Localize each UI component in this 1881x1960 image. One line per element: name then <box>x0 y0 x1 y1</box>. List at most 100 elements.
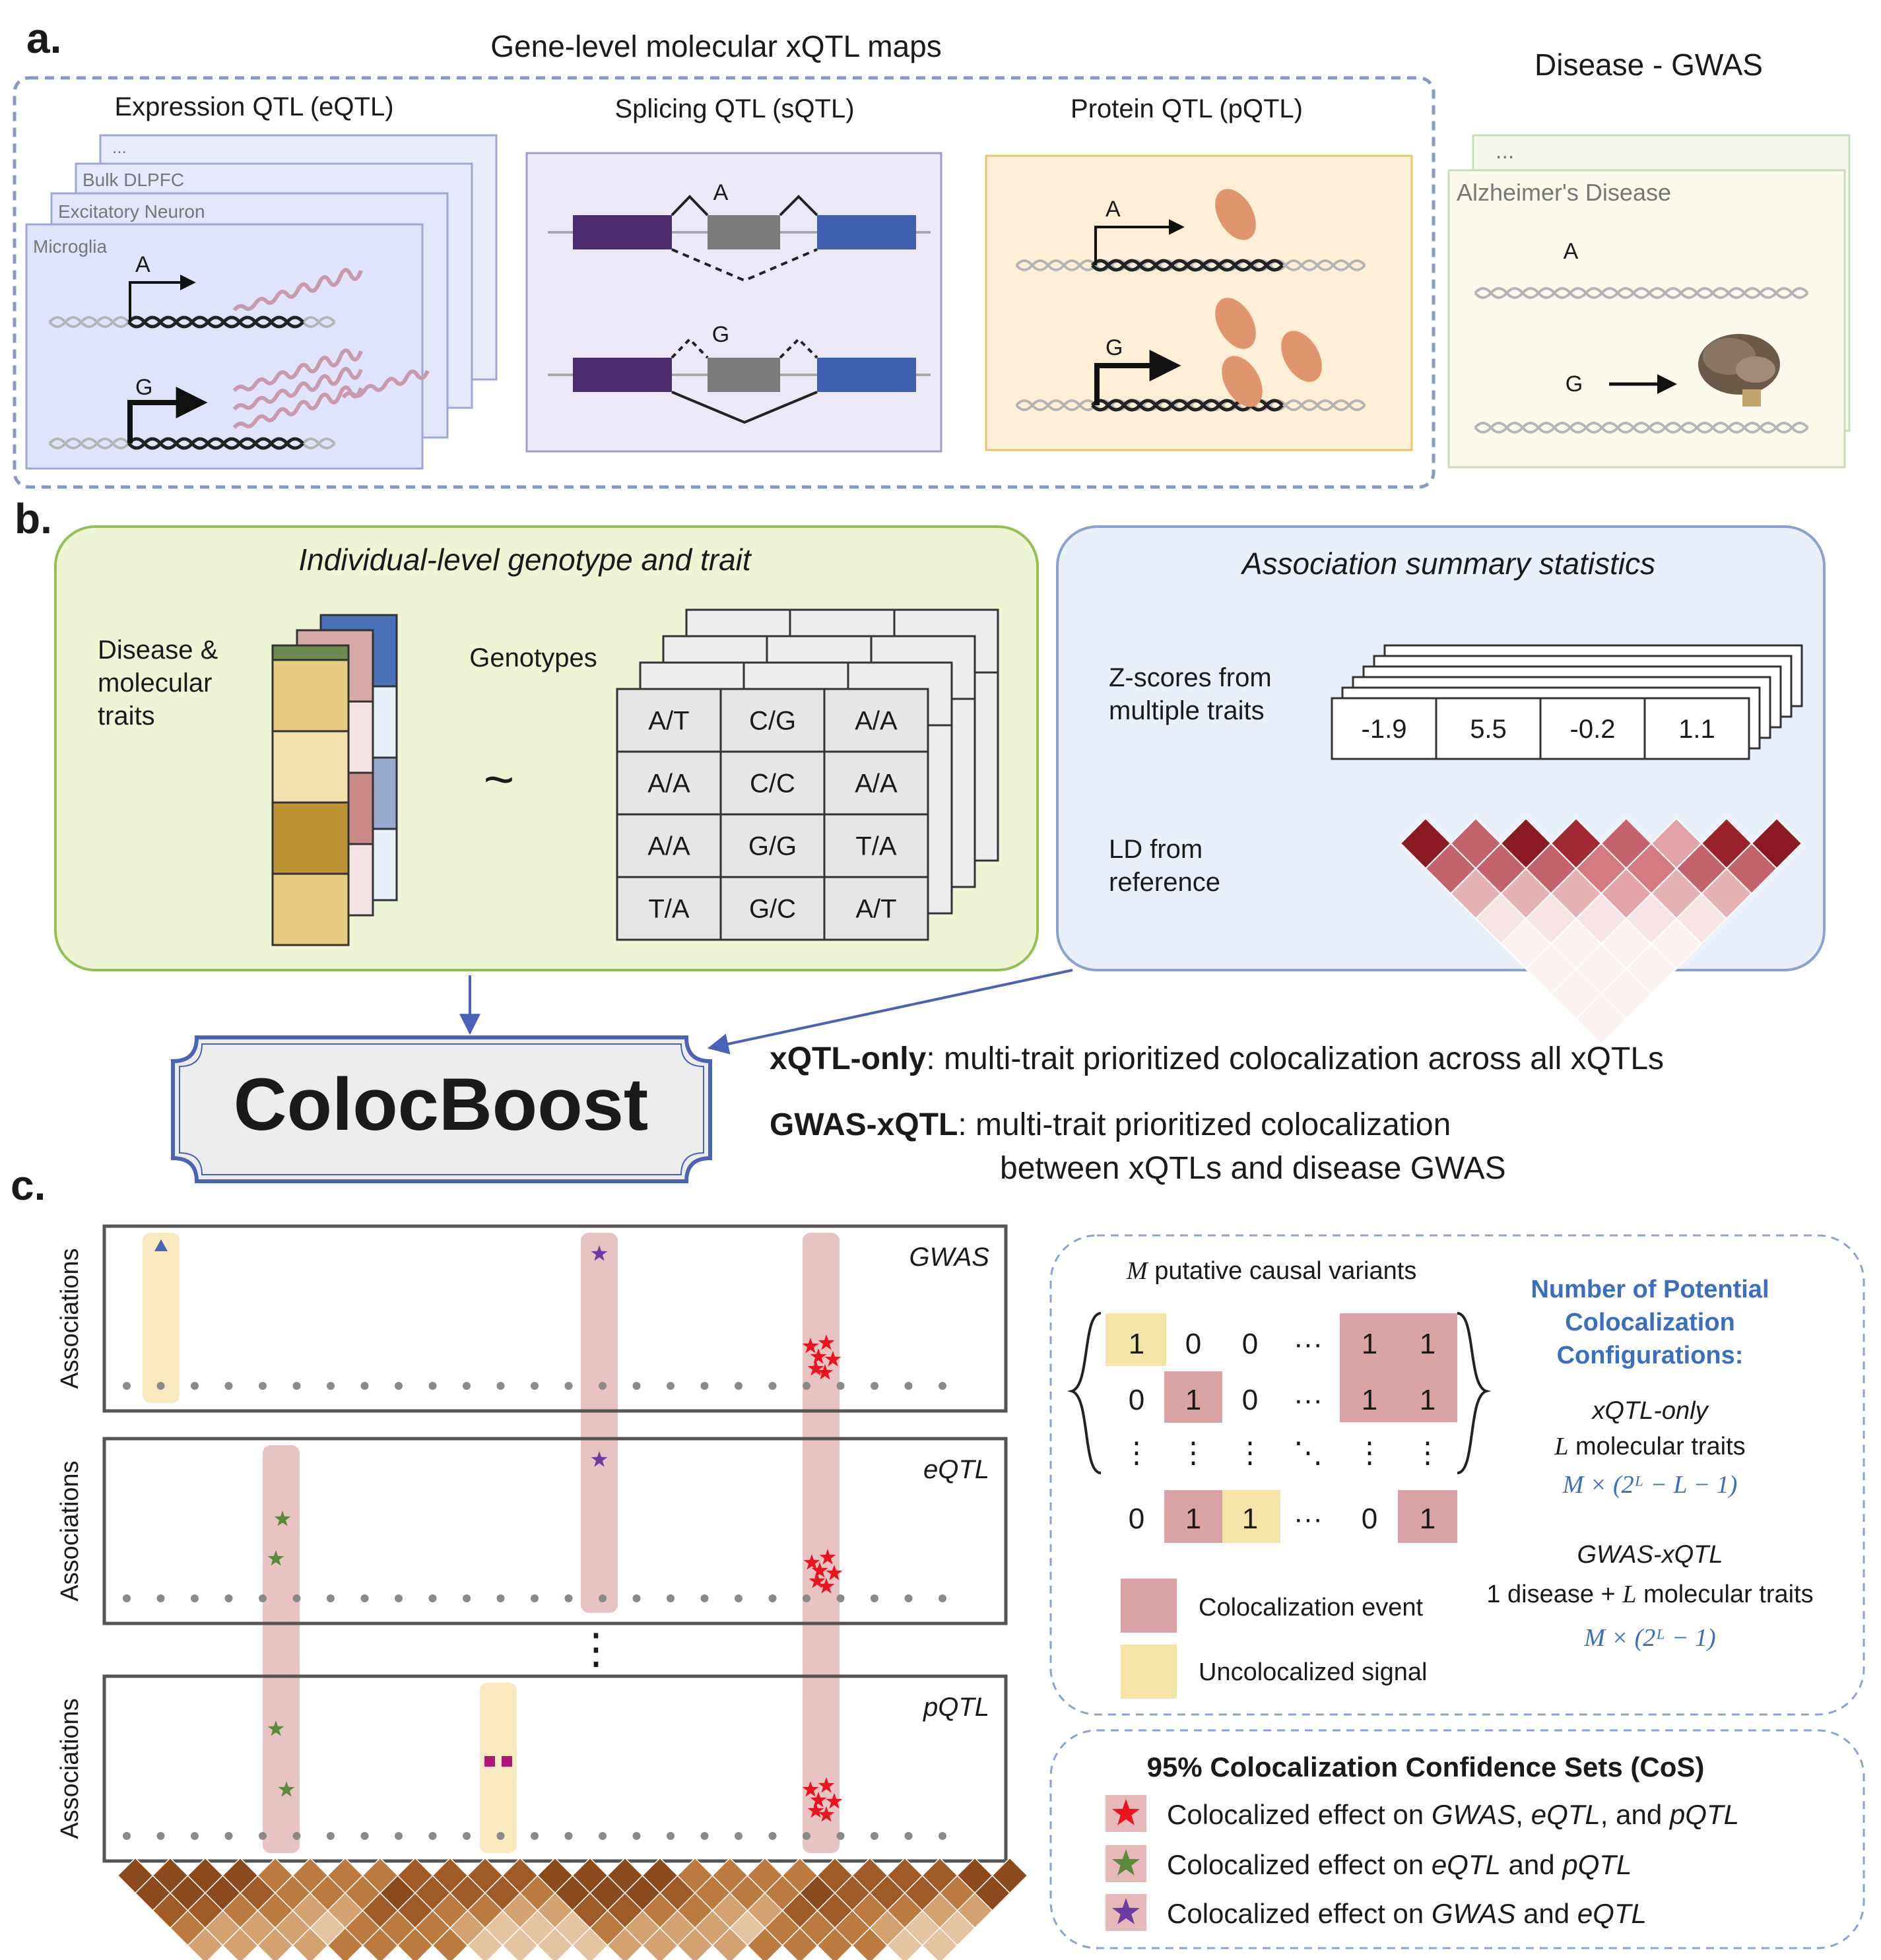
variant-dot <box>871 1382 878 1390</box>
cos-item-part: , and <box>1600 1799 1670 1830</box>
variant-dot <box>769 1594 777 1602</box>
variant-dot <box>395 1382 403 1390</box>
variant-dot <box>633 1594 641 1602</box>
y-axis-label: Associations <box>56 1698 84 1839</box>
y-axis-label: Associations <box>56 1248 84 1388</box>
variant-dot <box>531 1382 539 1390</box>
track-label: GWAS <box>909 1243 989 1272</box>
matrix-entry: 0 <box>1129 1384 1144 1416</box>
variant-dot <box>803 1832 810 1840</box>
panel-b-letter: b. <box>15 495 52 542</box>
matrix-entry: 1 <box>1420 1503 1436 1535</box>
variant-dot <box>429 1382 437 1390</box>
zscore-value: -0.2 <box>1570 715 1616 744</box>
matrix-entry: ⋮ <box>1355 1437 1384 1469</box>
gwas-xqtl-formula: M × (2ᴸ − 1) <box>1583 1624 1715 1652</box>
xqtl-only-formula: M × (2ᴸ − L − 1) <box>1562 1471 1738 1499</box>
coloc-band-gwas-eqtl <box>581 1233 618 1613</box>
sqtl-title: Splicing QTL (sQTL) <box>614 94 854 123</box>
eqtl-stack-label-1: Bulk DLPFC <box>82 170 184 190</box>
variant-dot <box>565 1832 573 1840</box>
traits-label-line-1: Disease & <box>98 636 218 665</box>
eqtl-stack-label-0: ... <box>112 137 127 157</box>
zscore-value: 1.1 <box>1678 715 1715 744</box>
variant-dot <box>667 1832 675 1840</box>
xqtl-only-desc-text: molecular traits <box>1575 1433 1746 1460</box>
variant-dot <box>701 1594 709 1602</box>
legend-uncoloc-swatch <box>1121 1645 1177 1699</box>
track-label: pQTL <box>923 1693 989 1722</box>
cos-item-part: Colocalized effect on <box>1167 1849 1432 1880</box>
gwas-stack-label-1: Alzheimer's Disease <box>1457 179 1671 206</box>
mode-gwas-xqtl-desc-line2: between xQTLs and disease GWAS <box>1000 1151 1506 1186</box>
y-axis-label: Associations <box>56 1460 84 1601</box>
variant-dot <box>191 1382 199 1390</box>
individual-level-title: Individual-level genotype and trait <box>298 542 752 577</box>
panel-a-letter: a. <box>26 15 61 62</box>
variant-dot <box>701 1832 709 1840</box>
variant-dot <box>837 1382 845 1390</box>
variant-dot <box>939 1594 946 1602</box>
matrix-entry: 1 <box>1420 1328 1436 1360</box>
zscore-value: -1.9 <box>1362 715 1407 744</box>
variant-dot <box>225 1382 233 1390</box>
trait-matrix-stack <box>273 615 397 945</box>
exon-1-icon <box>573 215 672 249</box>
summary-statistics-title: Association summary statistics <box>1240 546 1655 581</box>
matrix-entry: 0 <box>1185 1328 1201 1360</box>
matrix-entry: 0 <box>1129 1503 1144 1535</box>
variant-dot <box>225 1594 233 1602</box>
cos-title: 95% Colocalization Confidence Sets (CoS) <box>1147 1751 1705 1782</box>
variant-dot <box>463 1832 471 1840</box>
cos-item-part: GWAS <box>1432 1799 1516 1830</box>
track-vdots: ⋮ <box>575 1625 617 1672</box>
genotype-value: G/G <box>748 832 797 861</box>
variant-dot <box>803 1382 810 1390</box>
matrix-entry: ⋱ <box>1294 1437 1323 1469</box>
variant-dot <box>225 1832 233 1840</box>
config-title-line-3: Configurations: <box>1557 1342 1744 1369</box>
pink-square-marker <box>484 1756 495 1767</box>
legend-coloc-label: Colocalization event <box>1199 1594 1424 1621</box>
variant-dot <box>157 1382 165 1390</box>
variant-dot <box>327 1594 335 1602</box>
eqtl-card-stack: ... Bulk DLPFC Excitatory Neuron Microgl… <box>26 135 496 469</box>
variant-dot <box>123 1832 131 1840</box>
variant-dot <box>531 1594 539 1602</box>
mode-gwas-xqtl: GWAS-xQTL: multi-trait prioritized coloc… <box>770 1107 1451 1142</box>
zscore-value: 5.5 <box>1470 715 1507 744</box>
cos-legend-items: Colocalized effect on GWAS, eQTL, and pQ… <box>1106 1795 1739 1931</box>
variant-dot <box>633 1832 641 1840</box>
genotype-table: A/T C/G A/A A/A C/C A/A A/A G/G T/A T/A G/C A/T <box>617 689 928 940</box>
zscore-row: -1.9 5.5 -0.2 1.1 <box>1332 698 1749 759</box>
genotype-value: T/A <box>855 832 897 861</box>
config-title-line-2: Colocalization <box>1565 1309 1735 1336</box>
variant-dot <box>293 1832 301 1840</box>
eqtl-title: Expression QTL (eQTL) <box>114 92 393 121</box>
cos-item-label: Colocalized effect on GWAS and eQTL <box>1167 1898 1647 1929</box>
uncoloc-band-gwas <box>143 1233 180 1403</box>
variant-dot <box>463 1382 471 1390</box>
association-tracks: GWASAssociationseQTLAssociationspQTLAsso… <box>56 1226 1006 1861</box>
configuration-matrix: 1 0 0 ··· 1 10 1 0 ··· 1 1⋮ ⋮ ⋮ ⋱ ⋮ ⋮0 1 1 ··· 0 1 <box>1106 1313 1457 1543</box>
variant-dot <box>633 1382 641 1390</box>
cos-item-part: eQTL <box>1531 1799 1600 1830</box>
matrix-entry: 1 <box>1185 1503 1201 1535</box>
variant-dot <box>157 1594 165 1602</box>
genotype-value: C/C <box>750 769 795 799</box>
ld-triangle-heatmap <box>118 1858 1028 1960</box>
variant-dot <box>157 1832 165 1840</box>
variant-dot <box>735 1832 742 1840</box>
cos-item-part: eQTL <box>1577 1898 1647 1929</box>
matrix-entry: ⋮ <box>1179 1437 1208 1469</box>
genotype-value: A/A <box>855 707 898 736</box>
xqtl-only-label: xQTL-only <box>1591 1397 1709 1425</box>
matrix-entry: ⋮ <box>1413 1437 1442 1469</box>
variant-dot <box>769 1832 777 1840</box>
tilde-symbol: ~ <box>484 750 515 808</box>
variant-dot <box>395 1832 403 1840</box>
pqtl-allele-a: A <box>1106 197 1121 222</box>
variant-dot <box>599 1832 607 1840</box>
variant-dot <box>565 1382 573 1390</box>
